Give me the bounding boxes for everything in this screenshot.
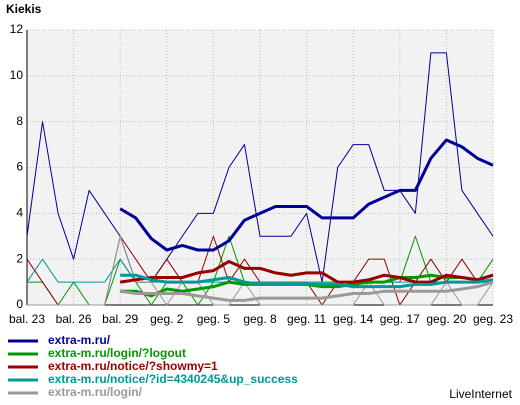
trend-line: [120, 273, 494, 289]
x-tick-label: geg. 8: [243, 312, 277, 326]
y-tick-label: 4: [16, 206, 23, 220]
series-line: [26, 52, 494, 283]
x-tick-label: geg. 20: [426, 312, 466, 326]
legend-label: extra-m.ru/notice/?showmy=1: [48, 359, 218, 373]
y-tick-label: 8: [16, 114, 23, 128]
legend-label: extra-m.ru/: [48, 333, 111, 347]
legend-label: extra-m.ru/notice/?id=4340245&up_success: [48, 372, 298, 386]
x-tick-label: geg. 17: [380, 312, 420, 326]
y-tick-label: 6: [16, 160, 23, 174]
series-line: [27, 235, 494, 306]
x-tick-label: geg. 5: [197, 312, 231, 326]
trend-line: [119, 138, 494, 252]
legend-label: extra-m.ru/login/?logout: [48, 346, 186, 360]
footer: LiveInternet: [449, 387, 512, 401]
y-tick-label: 0: [16, 297, 23, 311]
x-tick-label: geg. 23: [473, 312, 513, 326]
x-tick-label: bal. 29: [102, 312, 138, 326]
y-tick-label: 12: [10, 22, 24, 36]
x-tick-label: geg. 14: [333, 312, 373, 326]
trend-line: [119, 259, 494, 284]
chart-title: Kiekis: [6, 2, 42, 16]
x-tick-label: bal. 23: [9, 312, 45, 326]
x-tick-label: bal. 26: [56, 312, 92, 326]
y-tick-label: 2: [16, 251, 23, 265]
x-tick-label: geg. 11: [287, 312, 326, 326]
x-tick-label: geg. 2: [150, 312, 184, 326]
legend-label: extra-m.ru/login/: [48, 385, 143, 399]
trend-line: [119, 280, 494, 302]
y-tick-label: 10: [10, 68, 24, 82]
